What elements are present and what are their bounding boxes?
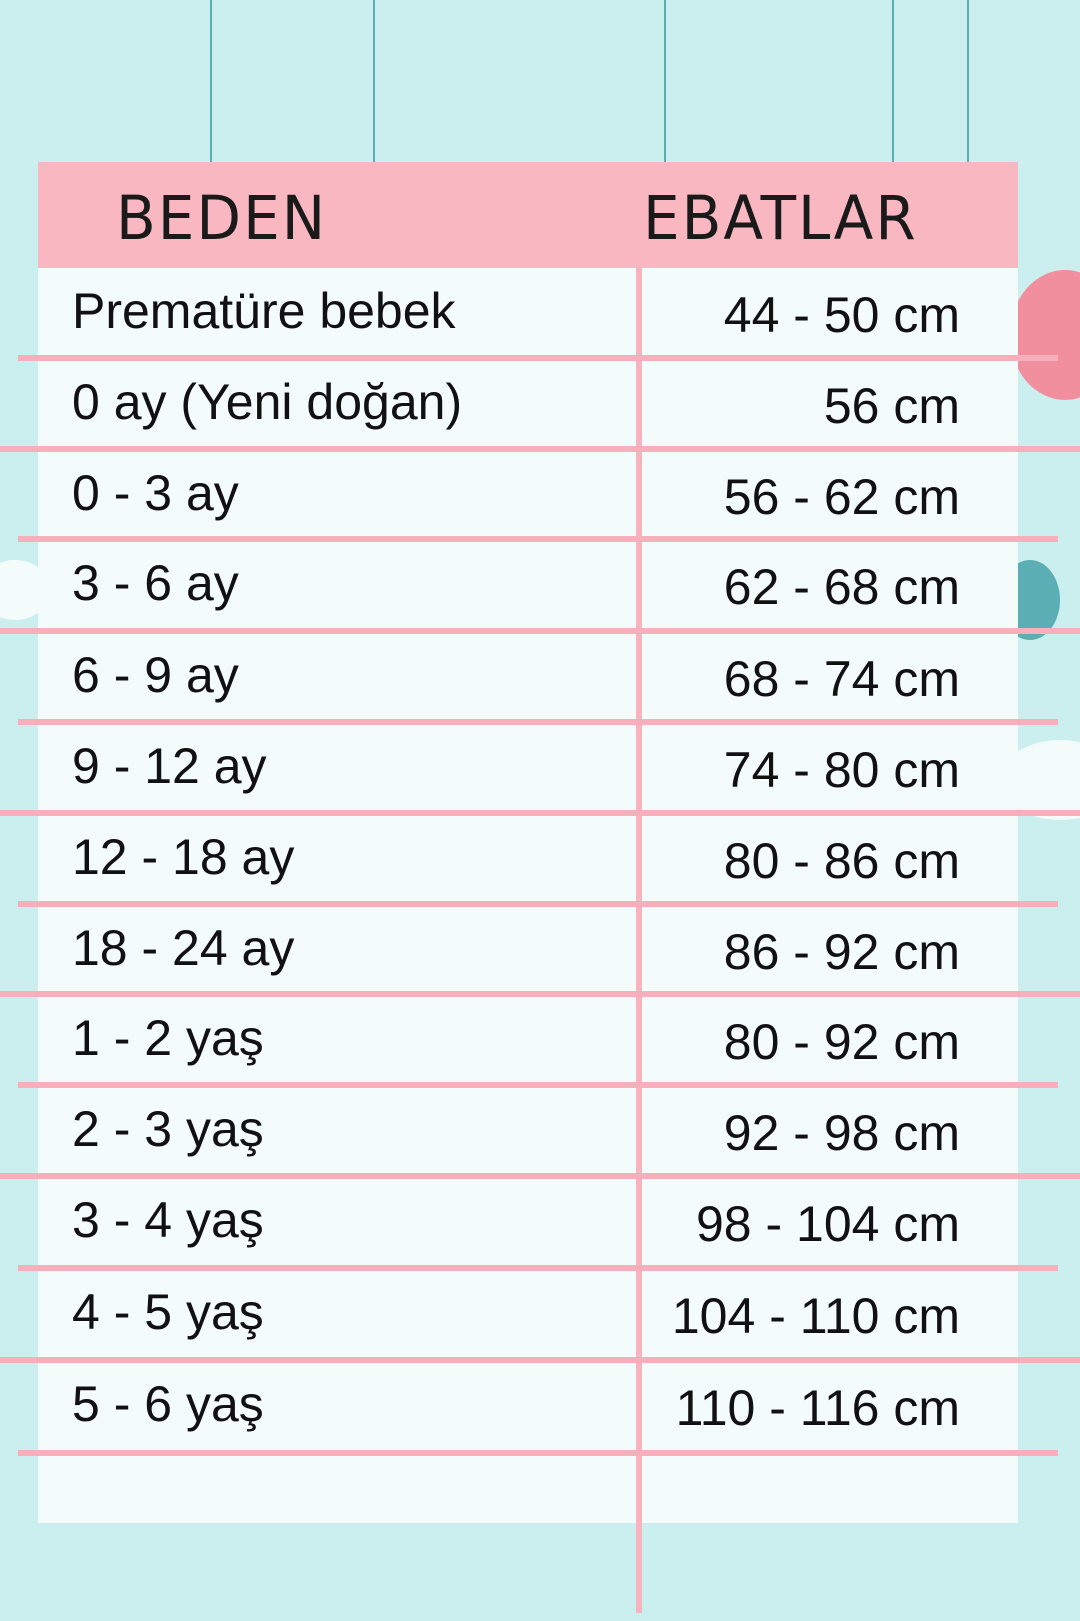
table-row: 1 - 2 yaş 80 - 92 cm bbox=[38, 995, 1018, 1087]
size-cell: 18 - 24 ay bbox=[72, 920, 295, 976]
table-row: 9 - 12 ay 74 - 80 cm bbox=[38, 723, 1018, 815]
table-row: 2 - 3 yaş 92 - 98 cm bbox=[38, 1086, 1018, 1178]
size-cell: 5 - 6 yaş bbox=[72, 1376, 264, 1432]
table-row: 18 - 24 ay 86 - 92 cm bbox=[38, 905, 1018, 997]
dimension-cell: 98 - 104 cm bbox=[695, 1196, 960, 1252]
row-separator bbox=[0, 810, 1080, 816]
size-cell: 1 - 2 yaş bbox=[72, 1010, 264, 1066]
row-separator bbox=[18, 719, 1058, 725]
table-row: 6 - 9 ay 68 - 74 cm bbox=[38, 632, 1018, 724]
hanging-string bbox=[664, 0, 666, 166]
size-cell: 2 - 3 yaş bbox=[72, 1101, 264, 1157]
size-cell: 6 - 9 ay bbox=[72, 647, 239, 703]
row-separator bbox=[0, 991, 1080, 997]
dimension-cell: 56 - 62 cm bbox=[723, 469, 960, 525]
row-separator bbox=[18, 1082, 1058, 1088]
table-header: BEDEN EBATLAR bbox=[38, 162, 1018, 268]
row-separator bbox=[0, 446, 1080, 452]
row-separator bbox=[0, 628, 1080, 634]
table-row: 4 - 5 yaş 104 - 110 cm bbox=[38, 1269, 1018, 1361]
pink-decoration bbox=[1010, 270, 1080, 400]
row-separator bbox=[18, 536, 1058, 542]
row-separator bbox=[18, 1450, 1058, 1456]
table-row: 12 - 18 ay 80 - 86 cm bbox=[38, 814, 1018, 906]
size-cell: 3 - 4 yaş bbox=[72, 1192, 264, 1248]
row-separator bbox=[18, 901, 1058, 907]
hanging-string bbox=[210, 0, 212, 166]
dimension-cell: 80 - 86 cm bbox=[723, 833, 960, 889]
dimension-cell: 80 - 92 cm bbox=[723, 1014, 960, 1070]
size-cell: 9 - 12 ay bbox=[72, 738, 267, 794]
row-separator bbox=[18, 355, 1058, 361]
hanging-string bbox=[373, 0, 375, 166]
table-row: 3 - 6 ay 62 - 68 cm bbox=[38, 540, 1018, 632]
dimension-cell: 68 - 74 cm bbox=[723, 651, 960, 707]
size-chart-table: BEDEN EBATLAR Prematüre bebek 44 - 50 cm 0… bbox=[0, 162, 1080, 1613]
dimension-cell: 62 - 68 cm bbox=[723, 559, 960, 615]
dimension-cell: 44 - 50 cm bbox=[723, 287, 960, 343]
table-row: 3 - 4 yaş 98 - 104 cm bbox=[38, 1177, 1018, 1269]
table-row: 5 - 6 yaş 110 - 116 cm bbox=[38, 1361, 1018, 1453]
header-dimensions: EBATLAR bbox=[643, 182, 918, 254]
dimension-cell: 110 - 116 cm bbox=[675, 1380, 960, 1436]
row-separator bbox=[0, 1357, 1080, 1363]
row-separator bbox=[0, 1173, 1080, 1179]
size-cell: 3 - 6 ay bbox=[72, 555, 239, 611]
table-row: Prematüre bebek 44 - 50 cm bbox=[38, 268, 1018, 360]
table-row: 0 - 3 ay 56 - 62 cm bbox=[38, 450, 1018, 542]
table-row: 0 ay (Yeni doğan) 56 cm bbox=[38, 359, 1018, 451]
column-divider bbox=[636, 268, 642, 1613]
size-cell: 4 - 5 yaş bbox=[72, 1284, 264, 1340]
dimension-cell: 56 cm bbox=[823, 378, 960, 434]
size-cell: 0 - 3 ay bbox=[72, 465, 239, 521]
dimension-cell: 92 - 98 cm bbox=[723, 1105, 960, 1161]
header-size: BEDEN bbox=[116, 182, 328, 254]
dimension-cell: 74 - 80 cm bbox=[723, 742, 960, 798]
size-cell: 0 ay (Yeni doğan) bbox=[72, 374, 463, 430]
dimension-cell: 104 - 110 cm bbox=[671, 1288, 960, 1344]
hanging-string bbox=[892, 0, 894, 166]
dimension-cell: 86 - 92 cm bbox=[723, 924, 960, 980]
hanging-string bbox=[967, 0, 969, 166]
row-separator bbox=[18, 1265, 1058, 1271]
size-cell: Prematüre bebek bbox=[72, 283, 456, 339]
size-cell: 12 - 18 ay bbox=[72, 829, 295, 885]
